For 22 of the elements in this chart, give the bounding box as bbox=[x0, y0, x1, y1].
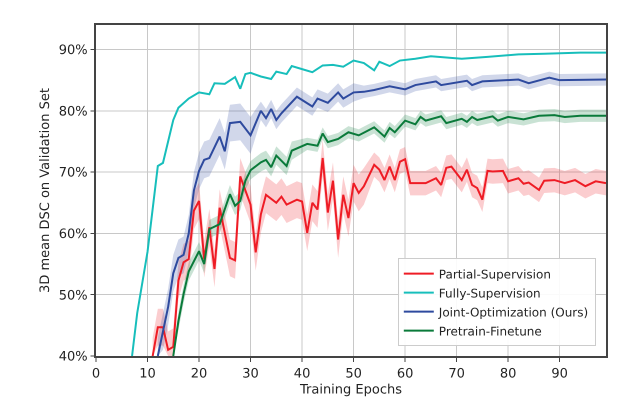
x-tick-label: 0 bbox=[92, 366, 100, 382]
legend-label: Pretrain-Finetune bbox=[438, 324, 542, 338]
legend-label: Partial-Supervision bbox=[438, 267, 551, 282]
x-tick-label: 70 bbox=[448, 366, 465, 382]
x-tick-label: 80 bbox=[500, 366, 516, 382]
y-tick-label: 80% bbox=[58, 104, 88, 120]
x-tick-label: 10 bbox=[139, 366, 156, 382]
x-tick-label: 50 bbox=[345, 366, 362, 382]
legend-label: Joint-Optimization (Ours) bbox=[438, 305, 588, 320]
x-tick-label: 90 bbox=[551, 366, 568, 382]
y-tick-label: 60% bbox=[58, 226, 88, 242]
x-tick-label: 30 bbox=[242, 366, 259, 382]
legend-label: Fully-Supervision bbox=[438, 286, 541, 300]
x-tick-label: 40 bbox=[294, 366, 310, 382]
y-tick-label: 70% bbox=[58, 166, 88, 181]
x-tick-label: 60 bbox=[396, 366, 414, 382]
y-tick-label: 50% bbox=[58, 288, 88, 304]
x-axis-title: Training Epochs bbox=[298, 382, 402, 398]
y-axis-title: 3D mean DSC on Validation Set bbox=[38, 88, 54, 293]
y-tick-label: 40% bbox=[58, 350, 88, 365]
y-tick-label: 90% bbox=[58, 43, 88, 58]
x-tick-label: 20 bbox=[190, 366, 208, 382]
